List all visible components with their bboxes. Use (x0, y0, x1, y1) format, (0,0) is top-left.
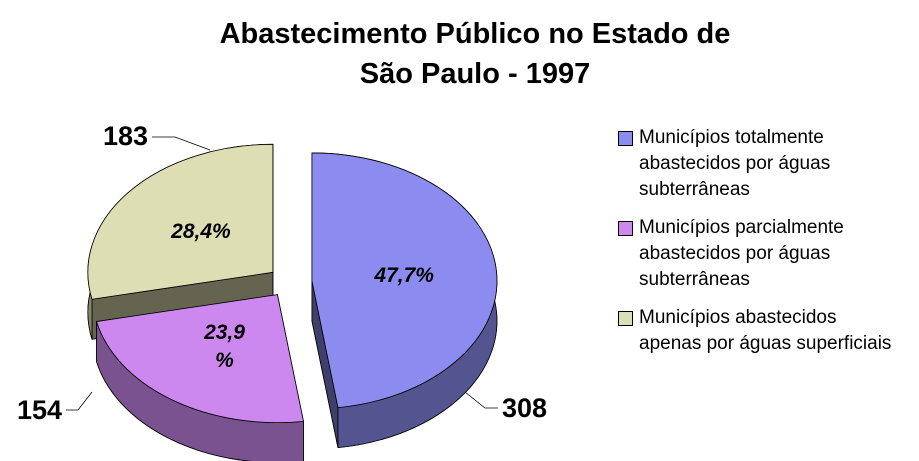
legend-swatch (618, 311, 633, 326)
legend-label: Municípios parcialmente abastecidos por … (639, 217, 844, 290)
value-label: 154 (17, 395, 62, 425)
leader-line (464, 391, 498, 409)
legend-label: Municípios abastecidos apenas por águas … (639, 307, 892, 354)
legend: Municípios totalmente abastecidos por ág… (618, 125, 918, 369)
slice (311, 152, 498, 409)
value-label: 308 (502, 393, 547, 423)
percent-label: 23,9 % (204, 321, 245, 373)
leader-line (66, 391, 93, 411)
percent-label: 28,4% (171, 220, 231, 244)
slice (87, 143, 274, 300)
legend-item: Municípios parcialmente abastecidos por … (618, 215, 918, 293)
legend-item: Municípios totalmente abastecidos por ág… (618, 125, 918, 203)
legend-label: Municípios totalmente abastecidos por ág… (639, 127, 831, 200)
slice (96, 294, 304, 424)
legend-item: Municípios abastecidos apenas por águas … (618, 305, 918, 357)
percent-label: 47,7% (374, 264, 434, 288)
legend-swatch (618, 131, 633, 146)
value-label: 183 (103, 121, 148, 151)
legend-swatch (618, 221, 633, 236)
leader-line (152, 136, 211, 151)
chart-title: Abastecimento Público no Estado de São P… (219, 18, 731, 90)
